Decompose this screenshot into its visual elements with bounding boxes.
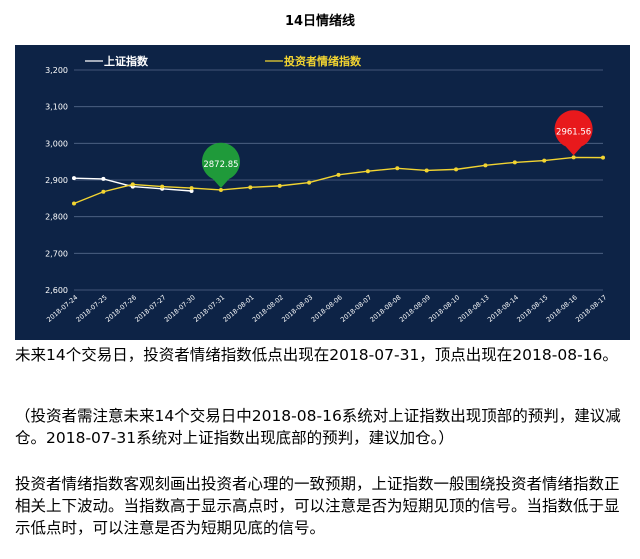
advice-text: （投资者需注意未来14个交易日中2018-08-16系统对上证指数出现顶部的预判… bbox=[15, 407, 621, 447]
data-point bbox=[365, 169, 370, 174]
x-tick-label: 2018-08-08 bbox=[368, 293, 402, 323]
data-point bbox=[218, 187, 223, 192]
data-point bbox=[189, 189, 194, 193]
data-point bbox=[454, 167, 459, 172]
line-chart: 2,600 2,700 2,800 2,900 3,000 3,100 3,200 2018-… bbox=[45, 54, 608, 324]
y-tick-label: 2,600 bbox=[45, 286, 68, 295]
annotation-marker bbox=[201, 142, 240, 188]
x-tick-label: 2018-08-13 bbox=[457, 293, 491, 323]
x-tick-label: 2018-08-06 bbox=[310, 293, 344, 323]
legend-label: 投资者情绪指数 bbox=[284, 54, 362, 68]
x-tick-label: 2018-08-16 bbox=[545, 293, 579, 323]
data-point bbox=[307, 180, 312, 185]
y-tick-label: 3,200 bbox=[45, 66, 68, 75]
x-tick-label: 2018-07-31 bbox=[192, 293, 226, 323]
x-tick-label: 2018-08-01 bbox=[222, 293, 256, 323]
x-tick-label: 2018-07-25 bbox=[75, 293, 109, 323]
summary-text: 未来14个交易日，投资者情绪指数低点出现在2018-07-31，顶点出现在201… bbox=[15, 346, 618, 364]
data-point bbox=[571, 155, 576, 160]
y-tick-label: 3,000 bbox=[45, 139, 68, 148]
x-tick-label: 2018-07-26 bbox=[104, 293, 138, 323]
x-tick-label: 2018-08-07 bbox=[339, 293, 373, 323]
data-point bbox=[395, 166, 400, 171]
data-point bbox=[336, 172, 341, 177]
data-point bbox=[101, 189, 106, 194]
data-point bbox=[601, 155, 605, 160]
series-line-1 bbox=[73, 156, 604, 205]
data-point bbox=[72, 176, 76, 181]
y-tick-label: 2,800 bbox=[45, 213, 68, 222]
x-tick-label: 2018-07-27 bbox=[133, 293, 167, 323]
x-tick-label: 2018-08-02 bbox=[251, 293, 285, 323]
data-point bbox=[189, 186, 194, 191]
data-point bbox=[483, 163, 488, 168]
annotation-marker bbox=[554, 110, 593, 156]
data-point bbox=[72, 201, 76, 206]
chart-title: 14日情绪线 bbox=[284, 14, 356, 29]
data-point bbox=[160, 184, 165, 189]
data-point bbox=[101, 176, 106, 181]
y-tick-label: 3,100 bbox=[45, 103, 68, 112]
data-point bbox=[248, 185, 253, 190]
y-tick-label: 2,900 bbox=[45, 176, 68, 185]
annotation-label: 2872.85 bbox=[203, 160, 238, 170]
data-point bbox=[542, 158, 547, 163]
x-tick-label: 2018-07-24 bbox=[45, 293, 79, 323]
y-tick-label: 2,700 bbox=[45, 249, 68, 258]
data-point bbox=[512, 160, 517, 165]
x-tick-label: 2018-08-17 bbox=[574, 293, 608, 323]
explanation-text: 投资者情绪指数客观刻画出投资者心理的一致预期，上证指数一般围绕投资者情绪指数正相… bbox=[15, 475, 620, 537]
x-tick-label: 2018-07-30 bbox=[163, 293, 197, 323]
x-tick-label: 2018-08-15 bbox=[515, 293, 549, 323]
annotation-label: 2961.56 bbox=[556, 127, 591, 137]
x-tick-label: 2018-08-14 bbox=[486, 293, 520, 323]
chart-area: 2,600 2,700 2,800 2,900 3,000 3,100 3,200 2018-… bbox=[15, 45, 630, 340]
data-point bbox=[424, 168, 429, 173]
x-tick-label: 2018-08-03 bbox=[280, 293, 314, 323]
data-point bbox=[277, 183, 282, 188]
x-tick-label: 2018-08-09 bbox=[398, 293, 432, 323]
legend-label: 上证指数 bbox=[104, 54, 149, 68]
x-tick-label: 2018-08-10 bbox=[427, 293, 461, 323]
data-point bbox=[130, 182, 135, 187]
